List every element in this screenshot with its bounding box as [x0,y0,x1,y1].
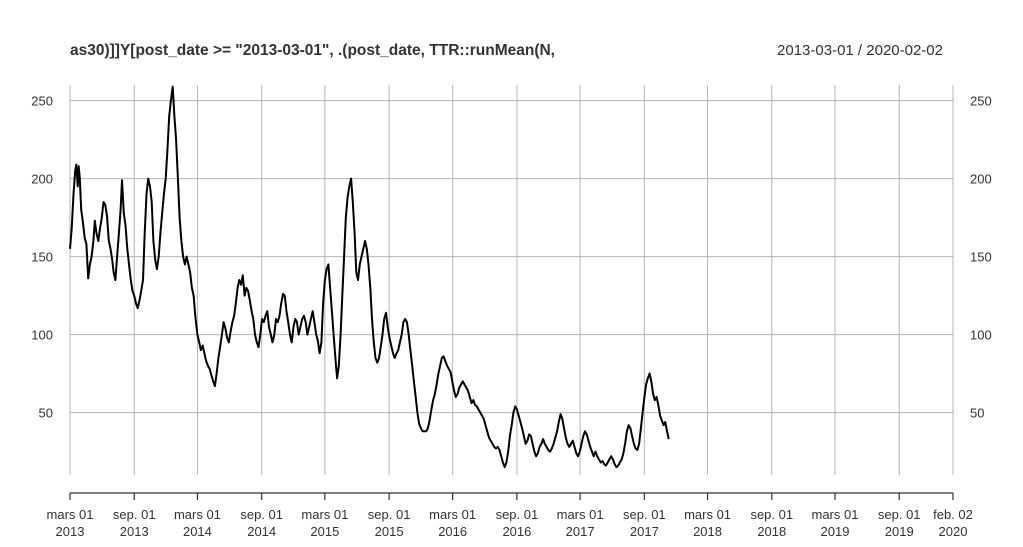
x-tick-year-label: 2020 [939,524,968,539]
x-tick-label: mars 01 [47,507,94,522]
y-tick-label-right: 50 [970,406,984,421]
x-axis [69,492,954,500]
x-tick-label: mars 01 [429,507,476,522]
y-axis-labels: 50 50 100 100 150 150 200 200 250 250 [31,94,991,421]
x-tick-year-label: 2019 [821,524,850,539]
y-tick-label-right: 200 [970,172,992,187]
x-tick-year-label: 2015 [375,524,404,539]
grid-lines [69,85,954,475]
x-tick-year-label: 2013 [56,524,85,539]
y-tick-label-right: 150 [970,250,992,265]
x-tick-year-label: 2018 [693,524,722,539]
x-axis-labels: mars 01 2013 sep. 01 2013 mars 01 2014 sep. 01… [47,507,973,539]
x-tick-label: mars 01 [557,507,604,522]
y-tick-label-left: 250 [31,94,53,109]
x-tick-label: sep. 01 [623,507,666,522]
x-tick-label: sep. 01 [750,507,793,522]
y-tick-label-left: 150 [31,250,53,265]
x-tick-year-label: 2017 [630,524,659,539]
y-tick-label-right: 100 [970,328,992,343]
x-tick-year-label: 2014 [183,524,212,539]
x-tick-label: sep. 01 [240,507,283,522]
x-tick-label: sep. 01 [496,507,539,522]
x-tick-year-label: 2019 [885,524,914,539]
series-layer [69,85,670,469]
x-tick-label: mars 01 [684,507,731,522]
x-tick-label: sep. 01 [113,507,156,522]
y-tick-label-right: 250 [970,94,992,109]
x-tick-year-label: 2018 [757,524,786,539]
series-line [69,85,670,469]
x-tick-label: mars 01 [174,507,221,522]
x-tick-year-label: 2016 [438,524,467,539]
x-tick-year-label: 2013 [120,524,149,539]
x-tick-year-label: 2014 [247,524,276,539]
x-tick-label: sep. 01 [368,507,411,522]
x-tick-year-label: 2016 [502,524,531,539]
x-tick-label: sep. 01 [878,507,921,522]
x-tick-year-label: 2017 [566,524,595,539]
x-tick-label: mars 01 [812,507,859,522]
y-tick-label-left: 200 [31,172,53,187]
y-tick-label-left: 100 [31,328,53,343]
y-tick-label-left: 50 [39,406,53,421]
date-range-label: 2013-03-01 / 2020-02-02 [777,42,943,59]
chart-title: as30)]]Y[post_date >= "2013-03-01", .(po… [70,42,555,59]
x-tick-label: feb. 02 [933,507,973,522]
x-tick-year-label: 2015 [310,524,339,539]
x-tick-label: mars 01 [301,507,348,522]
